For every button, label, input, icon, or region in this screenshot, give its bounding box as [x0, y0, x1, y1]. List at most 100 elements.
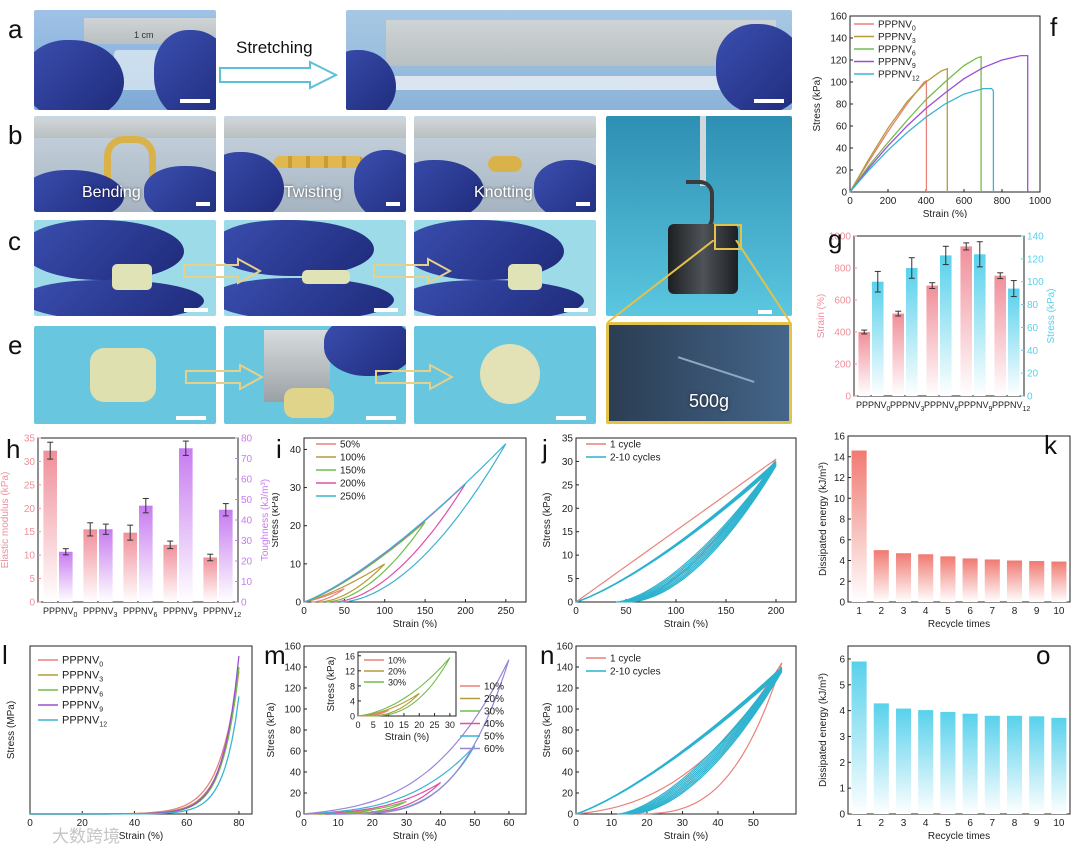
x-tick-label: 0 — [847, 196, 853, 207]
x-tick-label: 40 — [129, 818, 141, 829]
legend-label: 200% — [340, 479, 366, 490]
x-tick-label: 3 — [901, 818, 907, 829]
y-tick-label-right: 100 — [1027, 277, 1044, 288]
series-line — [849, 67, 948, 193]
y-tick-label: 100 — [830, 78, 847, 89]
x-tick-label: 0 — [27, 818, 33, 829]
y-tick-label-right: 0 — [1027, 392, 1033, 403]
plot-frame — [853, 235, 1025, 397]
zoom-box — [714, 224, 742, 250]
x-axis-label: Strain (%) — [393, 619, 437, 628]
gel-strip-stretched — [386, 76, 756, 90]
series-line — [849, 87, 995, 193]
y-tick-label-left: 800 — [834, 264, 851, 275]
x-axis-label: Strain (%) — [664, 831, 708, 842]
glove — [224, 278, 394, 316]
bar — [851, 661, 867, 814]
cycle-loop — [303, 483, 467, 603]
x-tick-label: 20 — [77, 818, 89, 829]
y-tick-label: 60 — [290, 747, 302, 758]
arrow-e2 — [375, 363, 454, 391]
chart-h: 0 5 10 15 20 25 30 35 0 10 20 30 40 50 60 70 80 Elastic m… — [0, 434, 271, 620]
x-axis-label: Strain (%) — [119, 831, 163, 842]
y-tick-label-left: 25 — [24, 480, 36, 491]
x-axis-label: Strain (%) — [393, 831, 437, 842]
scale-bar — [754, 99, 784, 103]
panel-label-b: b — [8, 120, 23, 150]
y-tick-label: 20 — [836, 166, 848, 177]
ruler — [224, 120, 406, 138]
y-tick-label-left: 200 — [834, 360, 851, 371]
y-tick-label-left: 35 — [24, 434, 36, 445]
chart-m: 0 10 20 30 40 50 60020406080100120140160Strain… — [264, 640, 527, 842]
x-tick-label: 3 — [901, 606, 907, 617]
x-tick-label: PPPNV0 — [43, 606, 78, 619]
y-tick-label: 10 — [834, 494, 846, 505]
y-tick-label-right: 30 — [241, 536, 253, 547]
x-tick-label: PPPNV3 — [83, 606, 118, 619]
x-tick-label: 8 — [1012, 818, 1018, 829]
panel-letter: f — [1050, 12, 1058, 42]
gel-hanger — [700, 116, 706, 186]
legend-label: PPPNV12 — [878, 70, 920, 83]
plot-frame — [303, 437, 527, 603]
y-tick-label: 10 — [562, 551, 574, 562]
y-tick-label: 1 — [839, 784, 845, 795]
x-tick-label: 2 — [879, 606, 885, 617]
y-tick-label: 120 — [830, 56, 847, 67]
bar — [892, 313, 904, 396]
y-tick-label: 14 — [834, 452, 846, 463]
x-tick-label: 0 — [573, 818, 579, 829]
bar — [123, 532, 137, 602]
series-line — [849, 55, 982, 193]
y-tick-label-right: 120 — [1027, 254, 1044, 265]
y-tick-label: 0 — [841, 188, 847, 199]
y-tick-label: 0 — [295, 810, 301, 821]
scale-bar — [184, 308, 208, 312]
bar — [926, 285, 938, 396]
x-tick-label: 10 — [1053, 606, 1065, 617]
x-axis-label: Strain (%) — [385, 732, 429, 743]
y-tick-label: 25 — [562, 480, 574, 491]
bar — [83, 529, 97, 602]
y-tick-label: 120 — [556, 684, 573, 695]
x-tick-label: 50 — [469, 818, 481, 829]
scale-bar — [180, 99, 210, 103]
x-tick-label: 0 — [573, 606, 579, 617]
legend-label: 2-10 cycles — [610, 453, 661, 464]
cycle-loop — [575, 662, 783, 815]
x-tick-label: 800 — [994, 196, 1011, 207]
x-tick-label: 5 — [945, 606, 951, 617]
x-tick-label: 50 — [339, 606, 351, 617]
bar — [1029, 716, 1045, 814]
y-tick-label: 20 — [562, 789, 574, 800]
y-tick-label-right: 10 — [241, 577, 253, 588]
y-tick-label: 0 — [567, 810, 573, 821]
legend-label: 30% — [388, 678, 406, 688]
bar — [940, 711, 956, 814]
plot-frame — [847, 645, 1071, 815]
x-tick-label: 30 — [677, 818, 689, 829]
x-tick-label: 9 — [1034, 818, 1040, 829]
y-tick-label: 160 — [284, 642, 301, 653]
bar — [984, 715, 1000, 814]
y-tick-label: 12 — [834, 473, 846, 484]
panel-letter: h — [6, 434, 20, 464]
y-tick-label: 0 — [350, 712, 355, 722]
bar — [984, 559, 1000, 602]
bar — [858, 332, 870, 396]
legend-label: 10% — [388, 656, 406, 666]
y-tick-label-right: 20 — [1027, 369, 1039, 380]
panel-letter: l — [2, 640, 8, 670]
ruler — [34, 120, 216, 138]
scale-bar — [576, 202, 590, 206]
gel-disc — [284, 388, 334, 418]
y-axis-label: Stress (kPa) — [326, 656, 337, 711]
x-tick-label: 4 — [923, 606, 929, 617]
legend-label: PPPNV6 — [62, 685, 103, 699]
y-tick-label-left: 10 — [24, 551, 36, 562]
y-tick-label: 10 — [290, 559, 302, 570]
bar — [1006, 715, 1023, 814]
bar — [940, 556, 956, 602]
